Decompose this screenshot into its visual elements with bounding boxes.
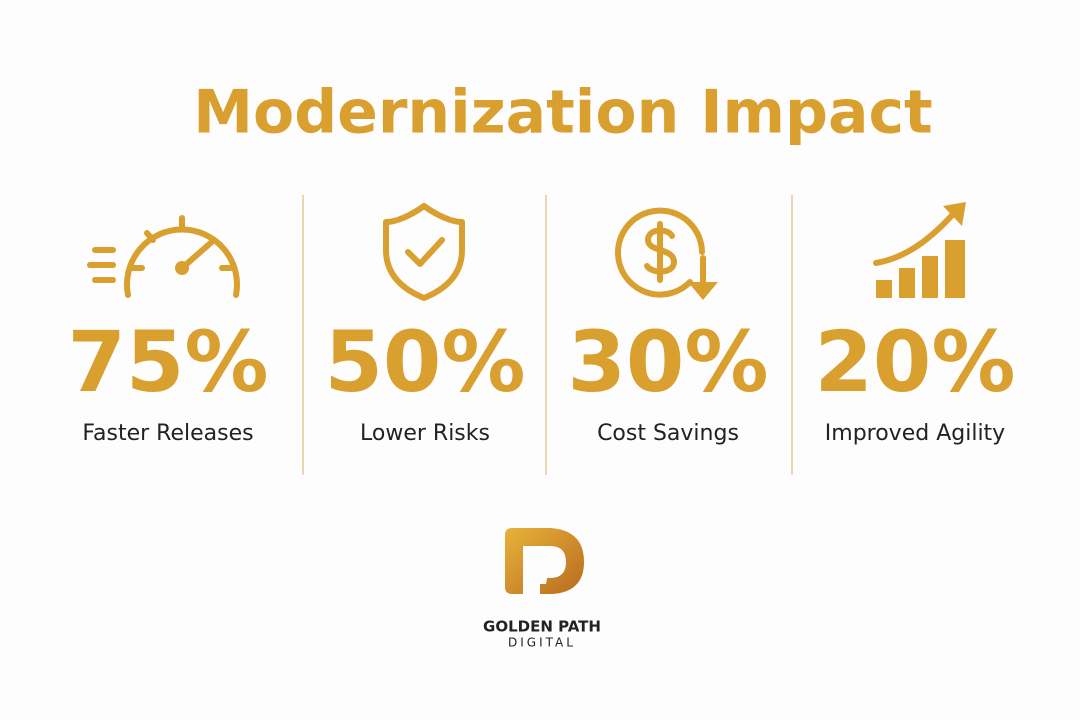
stat-value: 30% xyxy=(567,313,768,411)
stat-value: 75% xyxy=(67,313,268,411)
cost-icon xyxy=(615,207,718,300)
logo-tagline: DIGITAL xyxy=(508,636,576,650)
title: Modernization Impact xyxy=(193,78,932,148)
speedometer-icon xyxy=(87,215,240,298)
stat-label: Lower Risks xyxy=(360,421,490,446)
logo: GOLDEN PATH DIGITAL xyxy=(483,528,601,650)
shield-icon xyxy=(383,203,465,301)
logo-name: GOLDEN PATH xyxy=(483,618,601,636)
stat-value: 20% xyxy=(814,313,1015,411)
stat-label: Cost Savings xyxy=(597,421,739,446)
stat-label: Improved Agility xyxy=(825,421,1005,446)
stat-value: 50% xyxy=(324,313,525,411)
stat-label: Faster Releases xyxy=(82,421,253,446)
growth-icon xyxy=(873,202,966,298)
stats: 75% Faster Releases 50% Lower Risks 30% Cost … xyxy=(67,313,1015,446)
